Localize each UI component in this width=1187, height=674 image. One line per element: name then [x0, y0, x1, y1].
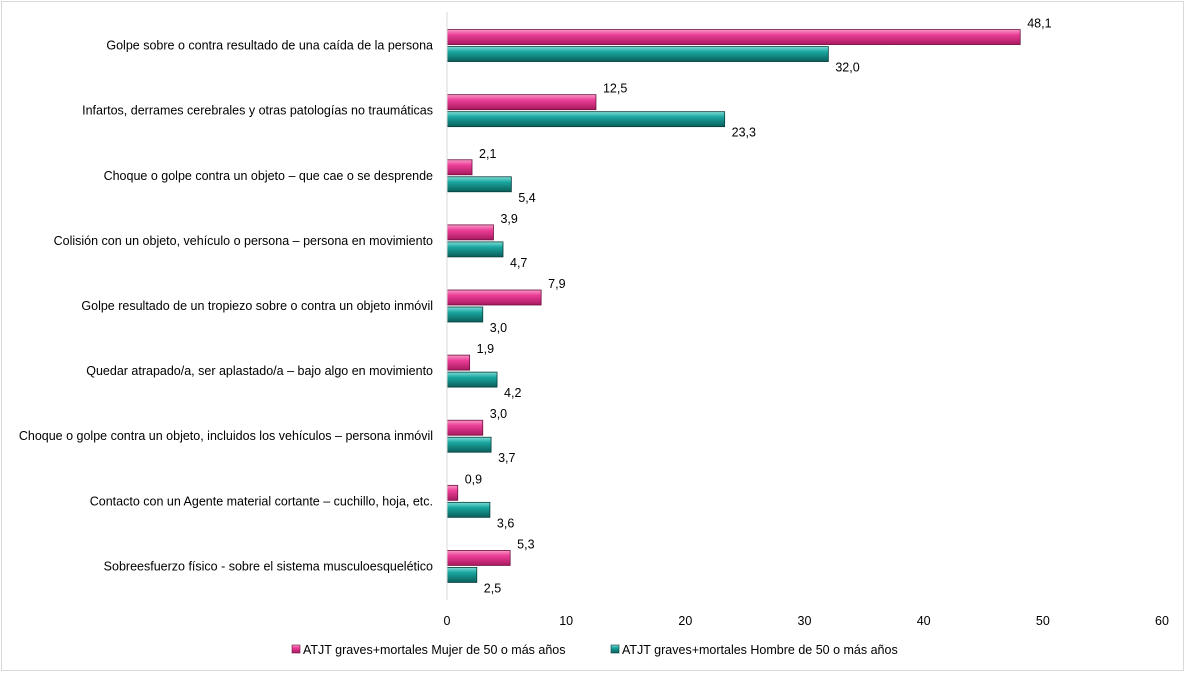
- x-tick-label: 50: [1036, 614, 1050, 628]
- data-label: 5,4: [518, 191, 535, 205]
- data-label: 4,7: [510, 256, 527, 270]
- data-label: 2,1: [479, 147, 496, 161]
- data-label: 7,9: [548, 277, 565, 291]
- bar-mujer: [446, 484, 459, 501]
- bar-mujer: [446, 159, 473, 176]
- x-tick-label: 20: [678, 614, 692, 628]
- category-label: Colisión con un objeto, vehículo o perso…: [54, 234, 433, 248]
- bar-hombre: [446, 241, 504, 258]
- bar-hombre: [446, 46, 829, 62]
- bar-mujer: [446, 550, 511, 566]
- category-label: Infartos, derrames cerebrales y otras pa…: [82, 104, 433, 118]
- bar-hombre: [446, 436, 492, 453]
- bar-hombre: [446, 371, 498, 388]
- category-label: Golpe sobre o contra resultado de una ca…: [106, 39, 433, 53]
- data-label: 3,7: [498, 451, 515, 465]
- data-label: 12,5: [603, 82, 627, 96]
- legend-label: ATJT graves+mortales Mujer de 50 o más a…: [303, 643, 566, 657]
- legend-swatch-hombre: [610, 644, 620, 654]
- x-tick-label: 10: [559, 614, 573, 628]
- legend-label: ATJT graves+mortales Hombre de 50 o más …: [622, 643, 898, 657]
- legend-swatch-mujer: [291, 644, 301, 654]
- x-tick-label: 0: [444, 614, 451, 628]
- category-label: Choque o golpe contra un objeto – que ca…: [104, 169, 433, 183]
- category-label: Contacto con un Agente material cortante…: [90, 494, 433, 508]
- x-tick-label: 30: [798, 614, 812, 628]
- bar-mujer: [446, 419, 484, 436]
- data-label: 3,9: [500, 212, 517, 226]
- data-label: 48,1: [1027, 17, 1051, 31]
- category-label: Choque o golpe contra un objeto, incluid…: [19, 429, 433, 443]
- bar-hombre: [446, 501, 491, 518]
- data-label: 1,9: [477, 342, 494, 356]
- bar-hombre: [446, 567, 478, 583]
- data-label: 2,5: [484, 581, 501, 595]
- data-label: 3,0: [490, 321, 507, 335]
- bar-mujer: [446, 224, 494, 241]
- data-label: 3,6: [497, 516, 514, 530]
- data-label: 0,9: [465, 472, 482, 486]
- bar-mujer: [446, 354, 471, 371]
- bar-mujer: [446, 94, 597, 111]
- x-tick-label: 40: [917, 614, 931, 628]
- bar-mujer: [446, 29, 1021, 45]
- category-label: Sobreesfuerzo físico - sobre el sistema …: [104, 559, 433, 573]
- category-label: Quedar atrapado/a, ser aplastado/a – baj…: [86, 364, 433, 378]
- bar-mujer: [446, 289, 542, 306]
- bar-hombre: [446, 306, 484, 323]
- category-label: Golpe resultado de un tropiezo sobre o c…: [81, 299, 433, 313]
- data-label: 5,3: [517, 537, 534, 551]
- data-label: 4,2: [504, 386, 521, 400]
- data-label: 32,0: [835, 61, 859, 75]
- data-label: 3,0: [490, 407, 507, 421]
- bar-hombre: [446, 111, 726, 128]
- data-label: 23,3: [732, 126, 756, 140]
- x-tick-label: 60: [1155, 614, 1169, 628]
- bar-hombre: [446, 176, 512, 193]
